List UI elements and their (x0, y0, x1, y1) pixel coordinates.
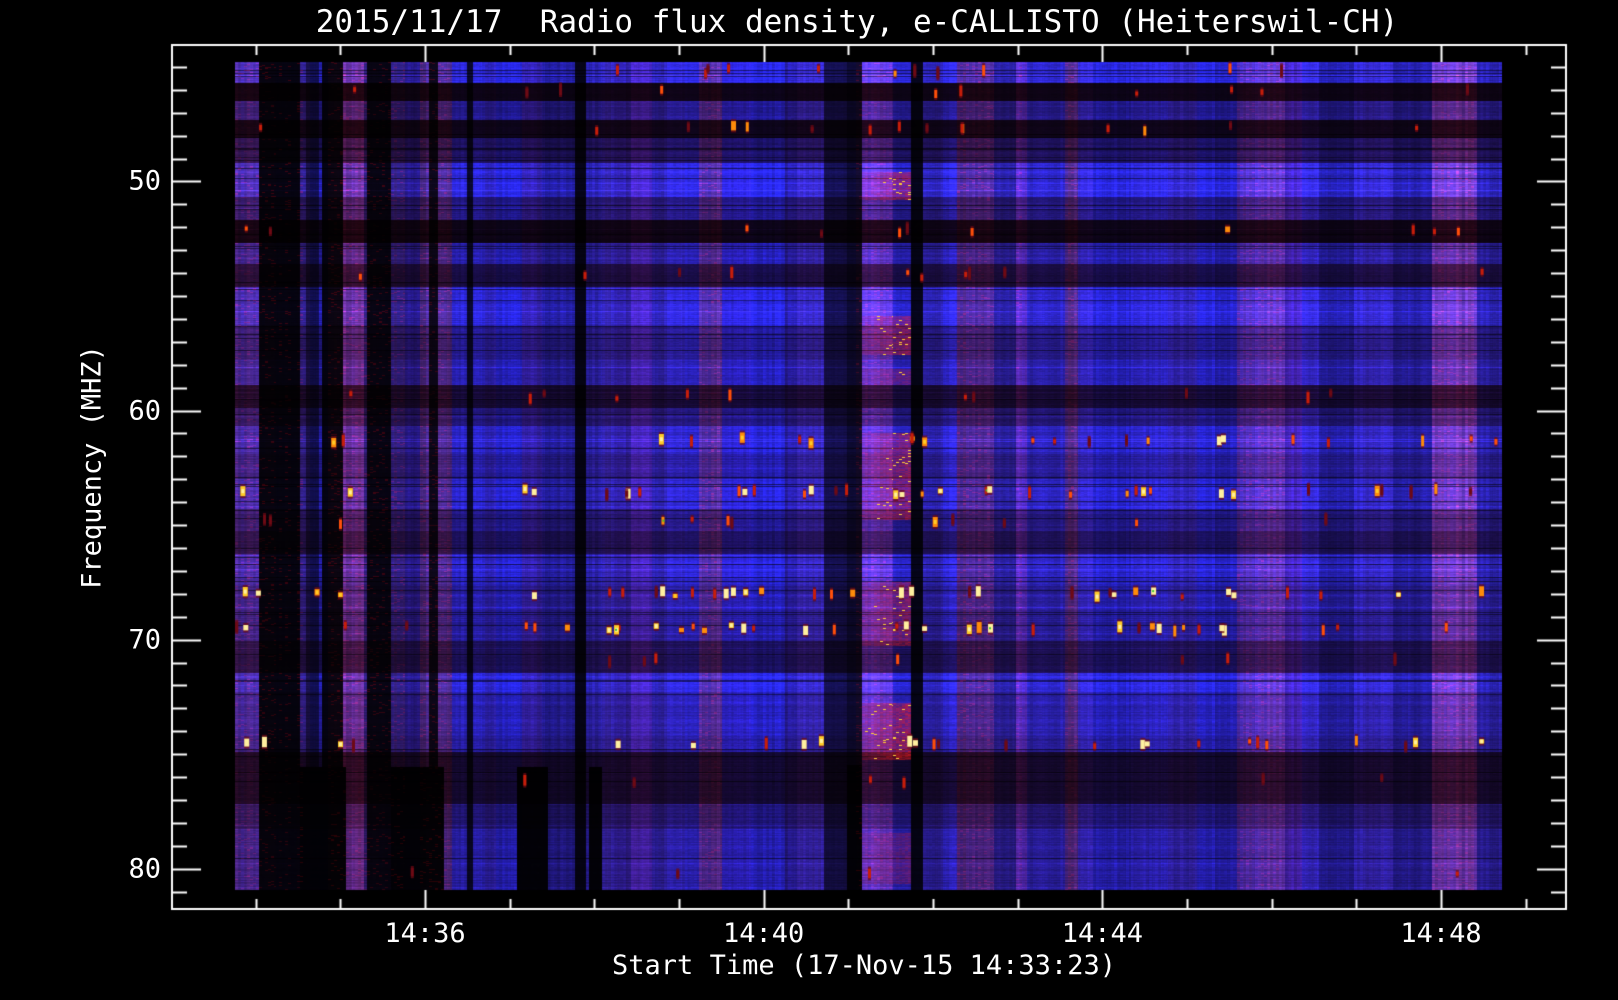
y-axis-title: Frequency (MHZ) (76, 345, 108, 589)
y-tick-label: 60 (128, 395, 161, 427)
x-tick-label: 14:40 (723, 918, 805, 949)
x-tick-label: 14:44 (1061, 918, 1143, 949)
x-tick-label: 14:36 (384, 918, 466, 949)
x-axis-title: Start Time (17-Nov-15 14:33:23) (612, 950, 1116, 981)
y-tick-label: 70 (128, 624, 161, 656)
y-tick-label: 50 (128, 165, 161, 197)
x-tick-label: 14:48 (1400, 918, 1482, 949)
page-title: 2015/11/17 Radio flux density, e-CALLIST… (315, 4, 1399, 40)
y-tick-label: 80 (128, 853, 161, 885)
